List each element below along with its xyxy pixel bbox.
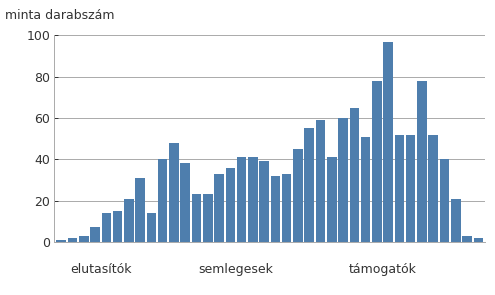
Bar	[237, 157, 247, 242]
Text: minta darabszám: minta darabszám	[5, 9, 114, 22]
Bar	[316, 120, 325, 242]
Bar	[293, 149, 303, 242]
Bar	[158, 159, 167, 242]
Bar	[90, 227, 100, 242]
Text: semlegesek: semlegesek	[198, 263, 273, 276]
Bar	[282, 174, 292, 242]
Bar	[440, 159, 449, 242]
Bar	[147, 213, 156, 242]
Bar	[429, 135, 438, 242]
Bar	[271, 176, 280, 242]
Bar	[68, 238, 77, 242]
Bar	[372, 81, 382, 242]
Bar	[135, 178, 145, 242]
Bar	[56, 240, 66, 242]
Bar	[214, 174, 224, 242]
Text: elutasítók: elutasítók	[70, 263, 131, 276]
Bar	[113, 211, 122, 242]
Text: támogatók: támogatók	[348, 263, 416, 276]
Bar	[361, 137, 370, 242]
Bar	[417, 81, 427, 242]
Bar	[327, 157, 337, 242]
Bar	[203, 194, 212, 242]
Bar	[338, 118, 348, 242]
Bar	[395, 135, 404, 242]
Bar	[169, 143, 179, 242]
Bar	[79, 236, 89, 242]
Bar	[248, 157, 258, 242]
Bar	[304, 128, 314, 242]
Bar	[124, 199, 134, 242]
Bar	[474, 238, 483, 242]
Bar	[462, 236, 472, 242]
Bar	[226, 168, 235, 242]
Bar	[101, 213, 111, 242]
Bar	[181, 163, 190, 242]
Bar	[406, 135, 415, 242]
Bar	[349, 108, 359, 242]
Bar	[259, 161, 269, 242]
Bar	[383, 42, 393, 242]
Bar	[192, 194, 201, 242]
Bar	[451, 199, 460, 242]
